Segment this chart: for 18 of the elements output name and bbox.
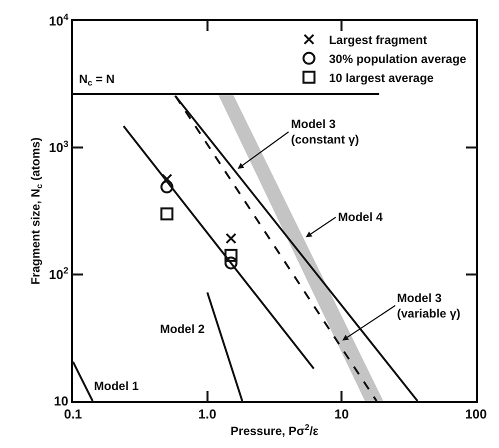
x-axis-title: Pressure, Pσ$^{2}$/ε <box>230 422 319 438</box>
annotation: Model 1 <box>94 379 139 393</box>
annotation: Model 2 <box>160 322 205 336</box>
annotation: Model 3 (variable γ) <box>397 291 460 321</box>
legend-label: Largest fragment <box>328 32 427 47</box>
x-tick-label: 10 <box>334 406 349 422</box>
y-tick-label: 10 <box>54 394 68 409</box>
x-tick-label: 0.1 <box>64 406 82 422</box>
legend-label: 30% population average <box>328 52 467 66</box>
x-tick-label: 100 <box>465 406 487 422</box>
y-tick-label: 10$^{2}$ <box>48 265 68 282</box>
x-tick-label: 1.0 <box>198 406 216 422</box>
annotation: Model 4 <box>338 210 383 224</box>
y-tick-label: 10$^{4}$ <box>48 12 70 29</box>
annotation: Model 3 (constant γ) <box>291 117 360 147</box>
annotation: N$_{c}$ = N <box>79 72 115 88</box>
y-tick-label: 10$^{3}$ <box>48 138 68 156</box>
legend-label: 10 largest average <box>328 70 434 85</box>
